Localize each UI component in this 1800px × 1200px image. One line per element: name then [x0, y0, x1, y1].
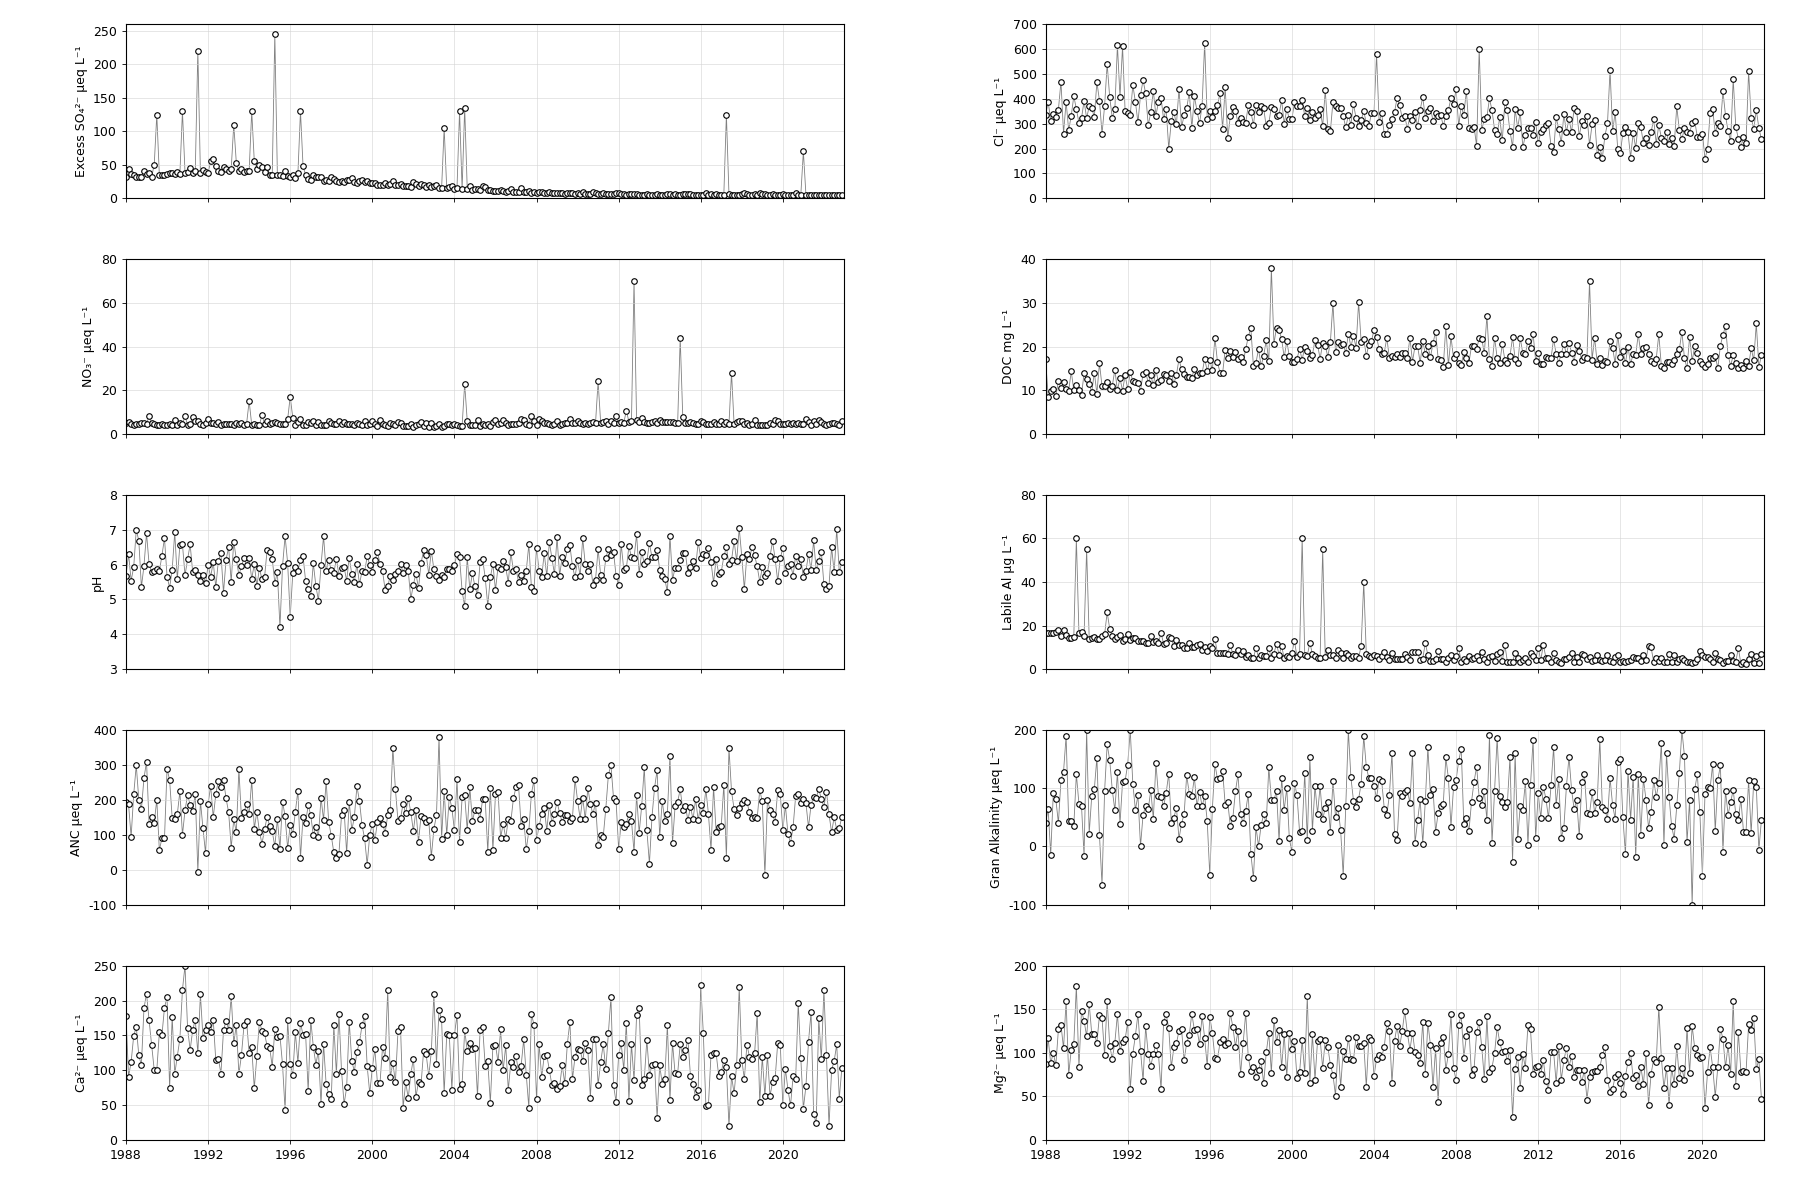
Y-axis label: Ca²⁻ μeq L⁻¹: Ca²⁻ μeq L⁻¹ — [74, 1014, 88, 1092]
Y-axis label: ANC μeq L⁻¹: ANC μeq L⁻¹ — [70, 779, 83, 856]
Y-axis label: NO₃⁻ μeq L⁻¹: NO₃⁻ μeq L⁻¹ — [83, 306, 95, 388]
Y-axis label: pH: pH — [90, 574, 103, 590]
Y-axis label: DOC mg L⁻¹: DOC mg L⁻¹ — [1003, 310, 1015, 384]
Y-axis label: Mg²⁻ μeq L⁻¹: Mg²⁻ μeq L⁻¹ — [994, 1013, 1008, 1093]
Y-axis label: Excess SO₄²⁻ μeq L⁻¹: Excess SO₄²⁻ μeq L⁻¹ — [74, 46, 88, 176]
Y-axis label: Cl⁻ μeq L⁻¹: Cl⁻ μeq L⁻¹ — [994, 77, 1006, 145]
Y-axis label: Labile Al μg L⁻¹: Labile Al μg L⁻¹ — [1003, 534, 1015, 630]
Y-axis label: Gran Alkalinity μeq L⁻¹: Gran Alkalinity μeq L⁻¹ — [990, 746, 1003, 888]
